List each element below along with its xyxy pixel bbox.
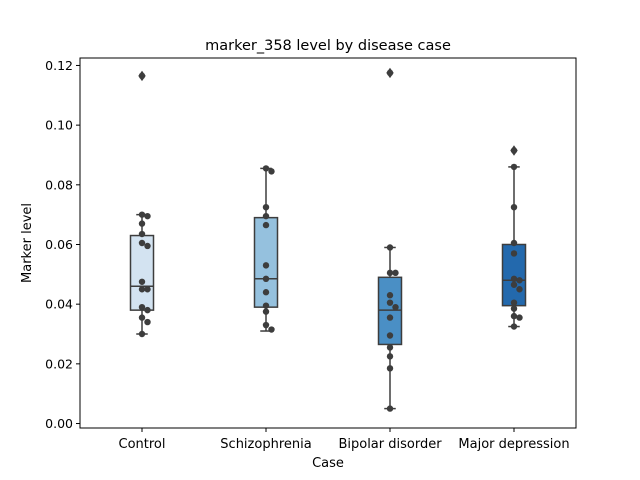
data-point	[386, 244, 394, 251]
data-point	[262, 203, 270, 211]
y-tick-label: 0.06	[45, 237, 73, 252]
data-point	[262, 275, 270, 283]
data-point	[510, 281, 518, 288]
x-axis-label: Case	[312, 456, 344, 471]
box-group-major-depression	[501, 145, 527, 330]
data-point	[510, 163, 518, 171]
data-point	[144, 212, 151, 220]
data-point	[516, 314, 523, 321]
axes-frame	[79, 57, 577, 429]
box-group-control	[129, 70, 155, 338]
data-point	[510, 203, 518, 211]
data-point	[268, 168, 275, 175]
data-point	[510, 147, 518, 154]
data-point	[144, 286, 151, 293]
data-point	[262, 289, 270, 296]
chart-title: marker_358 level by disease case	[205, 38, 451, 54]
data-point	[386, 344, 394, 351]
data-point	[138, 314, 146, 321]
y-tick-label: 0.00	[45, 416, 73, 431]
y-tick-label: 0.12	[45, 58, 73, 73]
y-tick-label: 0.02	[45, 356, 73, 371]
y-tick-label: 0.10	[45, 118, 73, 133]
data-point	[510, 323, 518, 330]
y-axis-label: Marker level	[20, 203, 35, 283]
data-point	[262, 221, 270, 229]
data-point	[138, 303, 146, 311]
data-point	[138, 220, 146, 227]
plot-area	[129, 67, 527, 412]
data-point	[138, 330, 146, 338]
data-point	[138, 211, 146, 218]
data-point	[144, 318, 151, 326]
data-point	[510, 239, 518, 247]
data-point	[262, 302, 270, 309]
x-tick-label: Schizophrenia	[220, 437, 311, 452]
x-tick-label: Bipolar disorder	[338, 437, 442, 452]
x-axis: Control Schizophrenia Bipolar disorder Majo…	[119, 428, 570, 452]
data-point	[392, 303, 399, 311]
data-point	[516, 277, 523, 284]
data-point	[386, 332, 394, 339]
data-point	[144, 242, 151, 250]
data-point	[262, 212, 270, 220]
x-tick-label: Control	[119, 437, 166, 452]
y-tick-label: 0.08	[45, 177, 73, 192]
data-point	[138, 239, 146, 247]
data-point	[262, 262, 270, 269]
data-point	[386, 299, 394, 306]
data-point	[144, 306, 151, 314]
data-point	[386, 405, 394, 412]
data-point	[510, 312, 518, 320]
y-axis: 0.00 0.02 0.04 0.06 0.08 0.10 0.12	[45, 58, 80, 431]
data-point	[510, 275, 518, 283]
x-tick-label: Major depression	[458, 437, 569, 452]
data-point	[262, 308, 270, 315]
data-point	[138, 286, 146, 293]
data-point	[268, 326, 275, 333]
data-point	[386, 353, 394, 360]
data-point	[510, 250, 518, 257]
data-point	[262, 165, 270, 172]
data-point	[386, 269, 394, 277]
data-point	[138, 230, 146, 238]
data-point	[138, 72, 146, 80]
data-point	[516, 286, 523, 293]
data-point	[262, 321, 270, 329]
data-point	[386, 292, 394, 299]
data-point	[510, 299, 518, 306]
y-tick-label: 0.04	[45, 297, 73, 312]
data-point	[138, 278, 146, 285]
box-group-schizophrenia	[253, 165, 279, 333]
data-point	[510, 305, 518, 312]
box-group-bipolar-disorder	[377, 67, 403, 412]
data-point	[386, 365, 394, 372]
data-point	[386, 314, 394, 321]
data-point	[386, 69, 394, 77]
data-point	[392, 269, 399, 277]
